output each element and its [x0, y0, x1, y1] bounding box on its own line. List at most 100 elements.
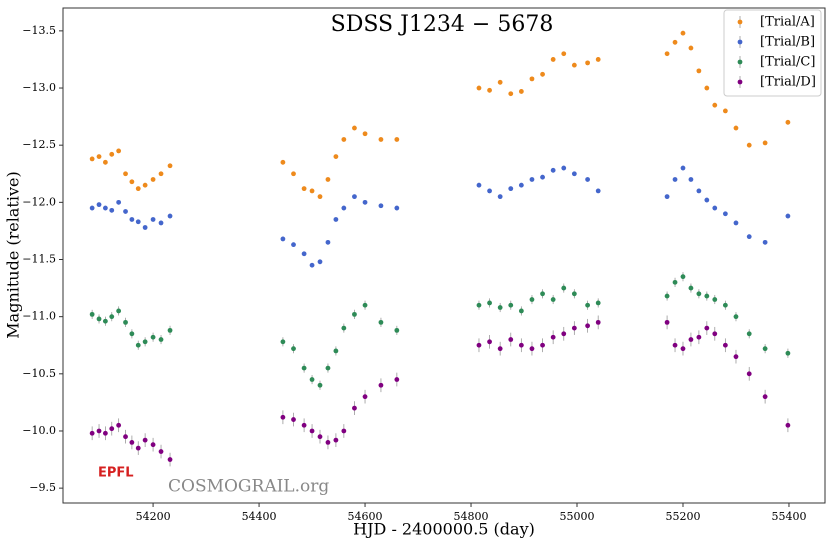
data-point — [301, 365, 307, 371]
data-point — [672, 39, 678, 45]
data-point — [550, 334, 556, 340]
data-point — [129, 217, 135, 222]
data-point — [518, 89, 524, 94]
data-point — [394, 205, 400, 211]
data-point — [688, 285, 694, 291]
data-point — [722, 342, 728, 348]
y-tick-label: −11.5 — [22, 253, 56, 266]
logo-text: EPFL — [98, 466, 134, 481]
data-point — [762, 346, 768, 352]
data-point — [96, 316, 102, 322]
data-point — [540, 71, 545, 77]
data-point — [746, 234, 752, 240]
data-point — [696, 68, 702, 74]
y-tick-label: −12.0 — [22, 195, 56, 208]
data-point — [540, 291, 545, 297]
data-point — [116, 148, 122, 154]
data-point — [561, 51, 567, 57]
data-point — [378, 319, 384, 325]
data-point — [785, 213, 791, 219]
data-point — [352, 405, 357, 411]
data-point — [135, 219, 141, 225]
data-point — [309, 262, 315, 268]
data-point — [378, 382, 384, 388]
data-point — [550, 167, 556, 173]
data-point — [785, 119, 791, 125]
data-point — [680, 30, 686, 36]
data-point — [785, 422, 791, 428]
data-point — [585, 60, 591, 66]
data-point — [712, 205, 718, 211]
legend-marker — [737, 79, 743, 85]
data-point — [508, 186, 514, 192]
data-point — [585, 177, 591, 182]
data-point — [352, 194, 357, 200]
data-point — [571, 291, 577, 297]
data-point — [89, 311, 95, 317]
data-point — [550, 57, 556, 62]
legend-marker — [737, 19, 743, 25]
data-point — [394, 377, 400, 382]
data-point — [712, 102, 718, 108]
data-point — [341, 205, 347, 211]
data-point — [167, 457, 173, 462]
data-point — [508, 91, 514, 97]
data-point — [497, 305, 503, 310]
data-point — [704, 325, 710, 331]
data-point — [722, 211, 728, 217]
x-tick-label: 54600 — [348, 510, 383, 523]
x-tick-label: 54200 — [136, 510, 171, 523]
watermark: COSMOGRAIL.org — [168, 477, 329, 497]
data-point — [325, 239, 331, 245]
x-tick-label: 55400 — [771, 510, 806, 523]
y-tick-label: −11.0 — [22, 310, 56, 323]
data-point — [712, 331, 718, 337]
data-point — [301, 186, 307, 192]
data-point — [109, 151, 115, 157]
data-point — [394, 327, 400, 333]
data-point — [102, 430, 108, 436]
data-point — [688, 45, 694, 51]
data-point — [142, 437, 148, 443]
data-point — [664, 194, 670, 200]
legend-marker — [737, 59, 743, 65]
data-point — [325, 440, 331, 445]
data-point — [550, 297, 556, 302]
data-point — [746, 331, 752, 337]
data-point — [309, 428, 315, 434]
data-point — [301, 422, 307, 428]
legend-label: [Trial/B] — [760, 35, 815, 50]
data-point — [123, 434, 128, 440]
data-point — [529, 346, 535, 352]
data-point — [96, 154, 102, 160]
data-point — [712, 297, 718, 302]
data-point — [291, 417, 296, 422]
y-axis-label: Magnitude (relative) — [4, 171, 23, 338]
data-point — [518, 342, 524, 348]
legend-label: [Trial/C] — [760, 55, 815, 70]
x-tick-label: 55200 — [665, 510, 700, 523]
data-point — [280, 236, 286, 242]
data-point — [362, 394, 368, 400]
data-point — [89, 205, 95, 211]
data-point — [688, 177, 694, 182]
data-point — [696, 291, 702, 297]
data-point — [102, 318, 108, 324]
data-point — [317, 259, 323, 265]
data-point — [722, 108, 728, 114]
data-point — [309, 377, 315, 382]
data-point — [116, 422, 122, 428]
data-point — [585, 302, 591, 308]
legend-label: [Trial/D] — [760, 75, 816, 90]
data-point — [585, 323, 591, 329]
data-point — [325, 365, 331, 371]
data-point — [89, 156, 95, 162]
data-point — [571, 171, 577, 177]
data-point — [291, 346, 296, 352]
data-point — [746, 371, 752, 377]
data-point — [664, 319, 670, 325]
data-point — [150, 334, 156, 340]
data-point — [762, 239, 768, 245]
data-point — [317, 382, 323, 388]
